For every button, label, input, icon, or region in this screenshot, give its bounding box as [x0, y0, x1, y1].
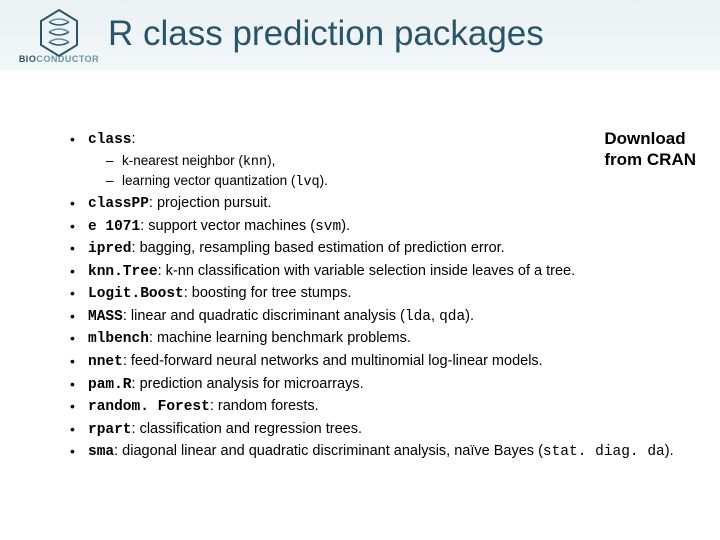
package-desc: : bagging, resampling based estimation o… — [132, 240, 505, 256]
bioconductor-logo: BIOCONDUCTOR — [14, 8, 104, 70]
package-desc: : linear and quadratic discriminant anal… — [123, 308, 405, 324]
list-item: rpart: classification and regression tre… — [70, 420, 696, 441]
package-desc: : classification and regression trees. — [132, 421, 363, 437]
package-desc: : machine learning benchmark problems. — [149, 330, 411, 346]
sub-list: k-nearest neighbor (knn),learning vector… — [106, 152, 696, 192]
list-item: mlbench: machine learning benchmark prob… — [70, 329, 696, 350]
list-item: Logit.Boost: boosting for tree stumps. — [70, 284, 696, 305]
inline-code: svm — [315, 219, 341, 235]
list-item: e 1071: support vector machines (svm). — [70, 217, 696, 238]
package-name: e 1071 — [88, 219, 140, 235]
list-item: nnet: feed-forward neural networks and m… — [70, 352, 696, 373]
package-desc: : random forests. — [210, 398, 319, 414]
sub-list-item: k-nearest neighbor (knn), — [106, 152, 696, 172]
package-name: mlbench — [88, 331, 149, 347]
package-desc: : support vector machines ( — [140, 218, 315, 234]
package-name: class — [88, 132, 132, 148]
inline-code: qda — [439, 309, 465, 325]
package-desc: : k-nn classification with variable sele… — [158, 263, 575, 279]
package-desc: : projection pursuit. — [149, 195, 272, 211]
list-item: knn.Tree: k-nn classification with varia… — [70, 262, 696, 283]
package-name: rpart — [88, 422, 132, 438]
logo-hex-icon — [37, 8, 81, 58]
package-name: sma — [88, 444, 114, 460]
package-name: pam.R — [88, 377, 132, 393]
package-name: knn.Tree — [88, 264, 158, 280]
package-name: nnet — [88, 354, 123, 370]
content-area: Download from CRAN class:k-nearest neigh… — [70, 130, 696, 465]
sub-list-item: learning vector quantization (lvq). — [106, 172, 696, 192]
inline-code: lvq — [295, 175, 319, 190]
package-name: Logit.Boost — [88, 286, 184, 302]
package-name: random. Forest — [88, 399, 210, 415]
package-desc: : — [132, 131, 136, 147]
page-title: R class prediction packages — [108, 14, 544, 54]
list-item: MASS: linear and quadratic discriminant … — [70, 307, 696, 328]
list-item: ipred: bagging, resampling based estimat… — [70, 239, 696, 260]
package-desc: : diagonal linear and quadratic discrimi… — [114, 443, 543, 459]
package-name: ipred — [88, 241, 132, 257]
package-name: classPP — [88, 196, 149, 212]
package-list: class: k-nearest neighbor (knn),learning … — [70, 130, 696, 463]
inline-code: lda — [405, 309, 431, 325]
list-item: class: k-nearest neighbor (knn),learning … — [70, 130, 696, 192]
inline-code: stat. diag. da — [543, 444, 665, 460]
package-desc: : boosting for tree stumps. — [184, 285, 352, 301]
package-desc: : prediction analysis for microarrays. — [132, 376, 364, 392]
list-item: random. Forest: random forests. — [70, 397, 696, 418]
package-desc: : feed-forward neural networks and multi… — [123, 353, 543, 369]
list-item: classPP: projection pursuit. — [70, 194, 696, 215]
package-name: MASS — [88, 309, 123, 325]
list-item: sma: diagonal linear and quadratic discr… — [70, 442, 696, 463]
inline-code: knn — [243, 155, 267, 170]
list-item: pam.R: prediction analysis for microarra… — [70, 375, 696, 396]
